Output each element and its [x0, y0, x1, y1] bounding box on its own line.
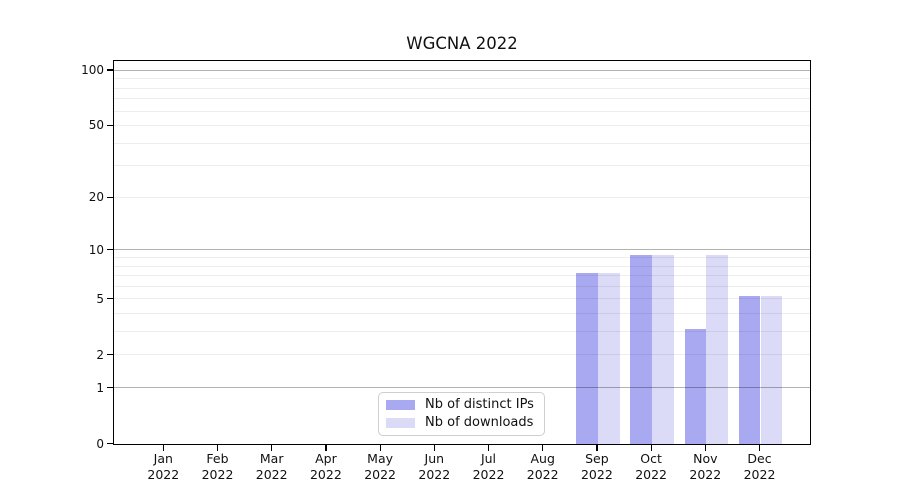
legend-label-downloads: Nb of downloads — [425, 415, 534, 430]
legend-label-distinct-ips: Nb of distinct IPs — [425, 397, 534, 412]
x-tick-apr — [325, 445, 327, 451]
y-tick-label-10: 10 — [88, 242, 104, 257]
gridline-major-1 — [114, 387, 810, 389]
x-tick-label-mar: Mar 2022 — [255, 451, 288, 482]
x-tick-sep — [596, 445, 598, 451]
plot-area — [113, 60, 811, 445]
x-tick-label-may: May 2022 — [364, 451, 396, 482]
gridline-minor-9 — [114, 257, 810, 258]
x-tick-jan — [162, 445, 164, 451]
gridline-minor-5 — [114, 298, 810, 300]
y-tick-label-2: 2 — [96, 347, 104, 362]
bar-distinct-ips-sep — [576, 273, 598, 444]
x-tick-label-jul: Jul 2022 — [472, 451, 505, 482]
y-tick-1 — [106, 386, 113, 389]
gridline-minor-3 — [114, 331, 810, 333]
x-tick-label-sep: Sep 2022 — [580, 451, 613, 482]
bar-distinct-ips-nov — [684, 329, 707, 444]
legend-item-distinct-ips: Nb of distinct IPs — [386, 398, 544, 412]
x-tick-label-nov: Nov 2022 — [689, 451, 722, 482]
legend: Nb of distinct IPs Nb of downloads — [378, 392, 545, 436]
legend-swatch-distinct-ips — [386, 400, 415, 410]
gridline-minor-2 — [114, 354, 810, 356]
x-tick-mar — [271, 445, 273, 451]
bar-downloads-oct — [652, 255, 674, 444]
gridline-minor-80 — [114, 87, 810, 89]
gridline-minor-7 — [114, 275, 810, 276]
y-tick-20 — [106, 196, 113, 198]
x-tick-label-oct: Oct 2022 — [635, 451, 667, 482]
gridline-major-10 — [114, 249, 810, 251]
x-tick-label-feb: Feb 2022 — [201, 451, 234, 482]
y-tick-label-5: 5 — [96, 291, 104, 306]
x-tick-jun — [433, 445, 435, 451]
bar-distinct-ips-dec — [738, 296, 761, 444]
x-tick-label-dec: Dec 2022 — [743, 451, 776, 482]
x-tick-label-jan: Jan 2022 — [147, 451, 180, 482]
x-tick-oct — [650, 445, 652, 451]
y-tick-label-0: 0 — [96, 436, 104, 451]
bar-downloads-dec — [760, 296, 783, 444]
gridline-minor-4 — [114, 313, 810, 315]
gridline-minor-50 — [114, 125, 810, 126]
gridline-minor-90 — [114, 78, 810, 80]
legend-item-downloads: Nb of downloads — [386, 416, 544, 430]
bar-distinct-ips-oct — [630, 255, 653, 444]
y-tick-2 — [106, 354, 113, 356]
x-tick-aug — [542, 445, 544, 451]
x-tick-label-apr: Apr 2022 — [309, 451, 342, 482]
y-tick-label-100: 100 — [81, 63, 104, 77]
y-tick-label-50: 50 — [88, 118, 104, 133]
gridline-major-100 — [114, 69, 810, 71]
bar-downloads-sep — [597, 273, 620, 444]
x-tick-label-aug: Aug 2022 — [526, 451, 559, 482]
y-tick-5 — [106, 298, 113, 300]
y-tick-100 — [106, 69, 113, 71]
x-tick-may — [379, 445, 381, 451]
y-tick-10 — [106, 248, 113, 251]
x-tick-label-jun: Jun 2022 — [418, 451, 451, 482]
bar-downloads-nov — [706, 255, 728, 444]
y-tick-50 — [106, 124, 113, 126]
x-tick-dec — [758, 445, 761, 451]
gridline-minor-20 — [114, 196, 810, 198]
gridline-minor-40 — [114, 142, 810, 144]
gridline-minor-30 — [114, 165, 810, 167]
x-tick-nov — [704, 445, 706, 451]
y-tick-label-1: 1 — [96, 380, 104, 395]
gridline-minor-6 — [114, 285, 810, 287]
x-tick-jul — [487, 445, 490, 451]
gridline-minor-70 — [114, 98, 810, 100]
legend-swatch-downloads — [386, 418, 415, 428]
gridline-minor-8 — [114, 265, 810, 267]
y-tick-label-20: 20 — [88, 190, 104, 205]
chart-title: WGCNA 2022 — [406, 34, 518, 53]
y-tick-0 — [106, 443, 113, 445]
gridline-minor-60 — [114, 110, 810, 112]
x-tick-feb — [216, 445, 219, 451]
